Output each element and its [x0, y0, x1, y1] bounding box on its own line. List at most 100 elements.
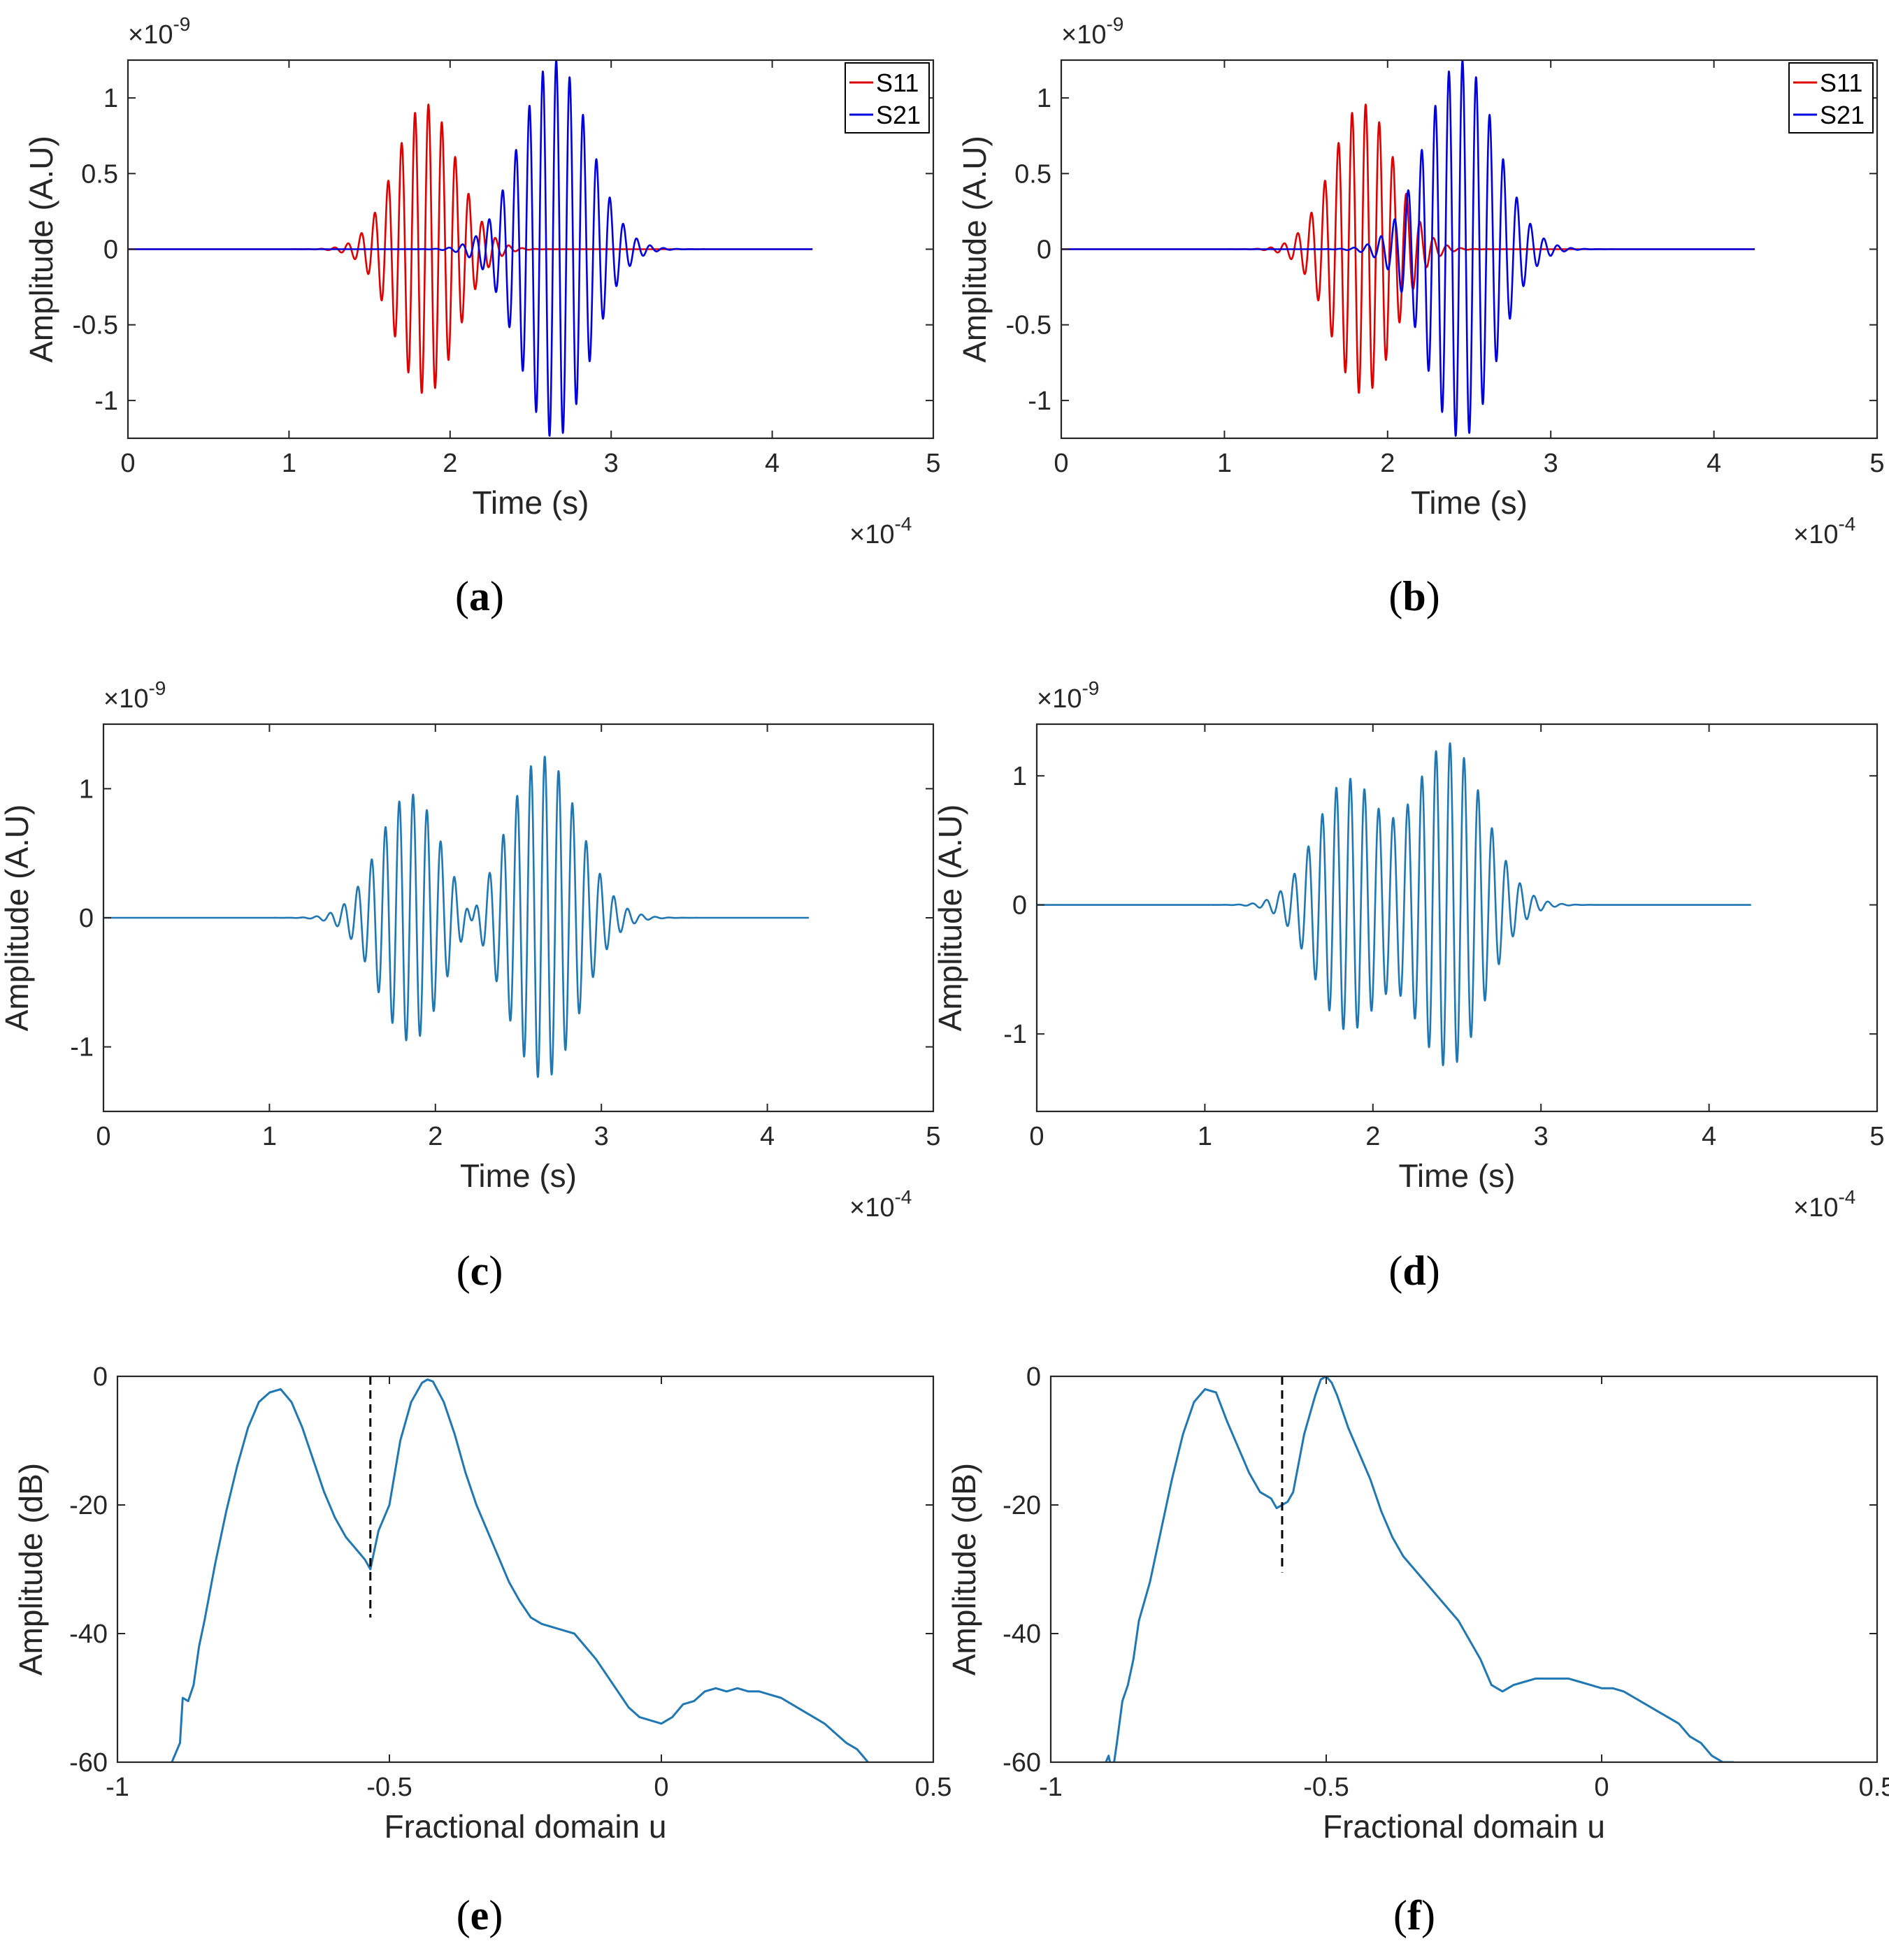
panel-tag-close: )	[489, 1892, 503, 1938]
x-exponent: -4	[894, 1186, 912, 1208]
y-exponent: -9	[1106, 13, 1123, 35]
x-tick-label: 4	[760, 1122, 775, 1151]
y-tick-label: 0.5	[1014, 159, 1051, 189]
panel-f: -1 -0.5 0 0.5 -60 -40 -20 0 Fractional domain u A…	[946, 1362, 1889, 1938]
data-layer	[1105, 1376, 1734, 1762]
x-tick-label: 3	[594, 1122, 609, 1151]
x-exponent-label: ×10-4	[849, 1186, 912, 1223]
panel-e: -1 -0.5 0 0.5 -60 -40 -20 0 Fractional domain u A…	[13, 1362, 951, 1938]
x-tick-label: 0	[120, 449, 135, 478]
x-tick-label: -1	[1039, 1773, 1063, 1802]
panel-tag-letter: c	[471, 1248, 489, 1294]
panel-tag-open: (	[1393, 1892, 1407, 1938]
x-multiplier: ×10	[849, 520, 894, 549]
panel-tag-open: (	[457, 1892, 471, 1938]
y-tick-label: 0	[93, 1362, 108, 1392]
data-layer	[1061, 60, 1755, 437]
x-tick-label: 4	[1707, 449, 1721, 478]
y-exponent-label: ×10-9	[128, 13, 190, 50]
panel-tag-open: (	[457, 1248, 471, 1294]
panel-tag: (c)	[457, 1248, 503, 1294]
x-exponent: -4	[1838, 513, 1855, 535]
panel-tag-close: )	[490, 573, 504, 619]
y-tick-label: -1	[1028, 387, 1051, 416]
x-tick-label: 2	[428, 1122, 443, 1151]
x-exponent-label: ×10-4	[1793, 513, 1855, 549]
y-axis-label: Amplitude (dB)	[13, 1463, 49, 1676]
x-axis-label: Time (s)	[473, 484, 589, 521]
y-axis-label: Amplitude (A.U)	[0, 805, 35, 1032]
data-layer	[1037, 742, 1752, 1067]
y-multiplier: ×10	[128, 20, 173, 50]
x-tick-label: 3	[1534, 1122, 1549, 1151]
panel-tag-open: (	[1388, 1248, 1402, 1294]
y-exponent-label: ×10-9	[1037, 677, 1099, 714]
y-tick-label: 0.5	[81, 159, 118, 189]
x-tick-label: 1	[262, 1122, 277, 1151]
x-exponent: -4	[894, 513, 912, 535]
y-tick-label: -40	[1003, 1620, 1041, 1649]
plot-area	[117, 1376, 933, 1762]
x-axis-label: Fractional domain u	[385, 1808, 667, 1845]
x-exponent: -4	[1838, 1186, 1855, 1208]
x-tick-label: 3	[604, 449, 619, 478]
legend-label-s21: S21	[1820, 101, 1865, 129]
y-axis-label: Amplitude (A.U)	[932, 805, 968, 1032]
panel-tag: (e)	[457, 1892, 503, 1938]
x-tick-label: 0.5	[915, 1773, 952, 1802]
x-tick-label: 0.5	[1859, 1773, 1889, 1802]
y-axis-label: Amplitude (A.U)	[23, 136, 59, 363]
panel-b: 0 1 2 3 4 5 -1 -0.5 0 0.5 1 Time (s) Amplitude (A.U)…	[956, 13, 1885, 619]
x-tick-label: -0.5	[1303, 1773, 1349, 1802]
data-layer	[103, 756, 810, 1079]
x-exponent-label: ×10-4	[1793, 1186, 1855, 1223]
x-tick-label: 2	[1380, 449, 1395, 478]
y-multiplier: ×10	[1061, 20, 1106, 50]
y-tick-label: 0	[1012, 891, 1027, 921]
spectrum-line	[171, 1378, 869, 1762]
y-tick-label: -60	[1003, 1748, 1041, 1778]
legend-box	[845, 62, 930, 134]
x-tick-label: 5	[1869, 449, 1884, 478]
data-layer	[128, 60, 814, 437]
panel-tag: (a)	[455, 573, 504, 619]
panel-a: 0 1 2 3 4 5 -1 -0.5 0 0.5 1 Time (s) Amplitude (A.U)…	[23, 13, 941, 619]
x-tick-label: 5	[926, 449, 940, 478]
y-multiplier: ×10	[103, 684, 148, 714]
series-line-s11-s21	[103, 756, 810, 1079]
panel-tag-open: (	[1388, 573, 1402, 619]
x-tick-label: 0	[1029, 1122, 1044, 1151]
x-tick-label: 4	[1702, 1122, 1716, 1151]
x-multiplier: ×10	[849, 1193, 894, 1223]
x-tick-label: 5	[926, 1122, 940, 1151]
series-line-s21	[1061, 60, 1755, 437]
y-tick-label: -60	[69, 1748, 108, 1778]
x-axis-label: Fractional domain u	[1323, 1808, 1605, 1845]
y-exponent-label: ×10-9	[1061, 13, 1123, 50]
y-tick-label: 0	[1037, 236, 1051, 265]
panel-tag-letter: b	[1402, 573, 1425, 619]
y-tick-label: -1	[94, 387, 118, 416]
panel-tag: (d)	[1388, 1248, 1439, 1294]
axes-box	[116, 1375, 935, 1764]
y-tick-label: 0	[79, 904, 94, 933]
panel-tag-close: )	[1426, 573, 1440, 619]
panel-tag-letter: d	[1402, 1248, 1425, 1294]
y-axis-label: Amplitude (A.U)	[956, 136, 993, 363]
axes-box	[1035, 723, 1879, 1113]
y-exponent: -9	[173, 13, 190, 35]
x-tick-label: 1	[1217, 449, 1232, 478]
x-tick-label: 5	[1869, 1122, 1884, 1151]
panel-tag-close: )	[489, 1248, 503, 1294]
panel-tag-close: )	[1426, 1248, 1440, 1294]
x-tick-label: 1	[282, 449, 296, 478]
legend-label-s21: S21	[876, 101, 921, 129]
y-tick-label: -1	[70, 1033, 94, 1062]
x-axis-label: Time (s)	[460, 1158, 577, 1194]
y-exponent: -9	[1082, 677, 1099, 699]
panel-tag: (f)	[1393, 1892, 1435, 1938]
plot-area	[1037, 724, 1877, 1111]
y-tick-label: -1	[1003, 1020, 1027, 1049]
